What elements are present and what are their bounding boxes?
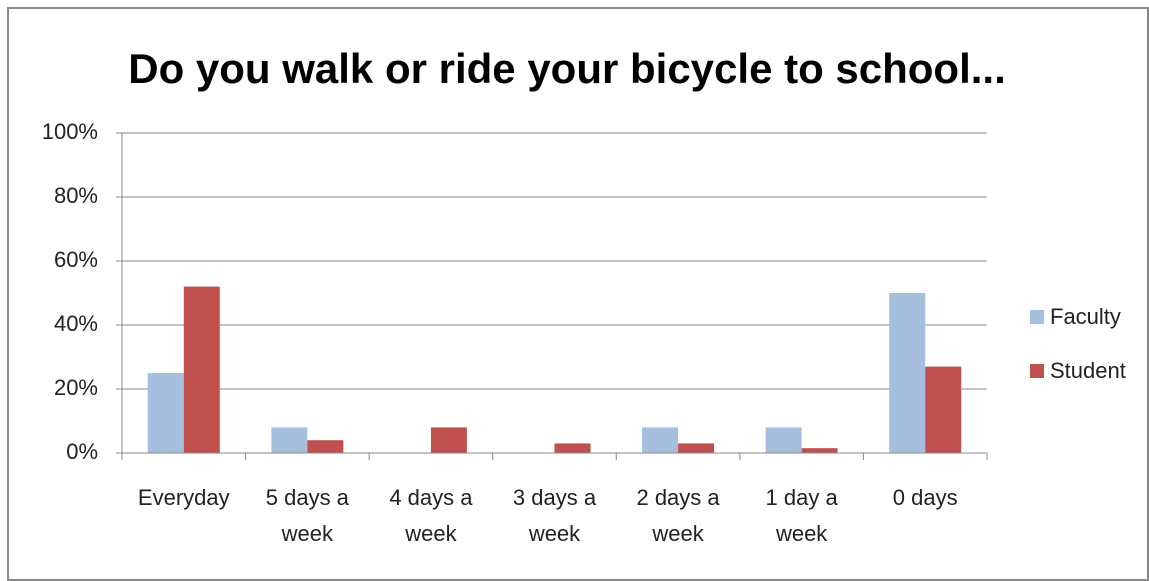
bar	[430, 427, 467, 453]
legend-swatch	[1030, 310, 1044, 324]
legend-label: Student	[1050, 358, 1126, 383]
y-tick-label: 80%	[54, 183, 98, 208]
y-tick-label: 60%	[54, 247, 98, 272]
bar	[642, 427, 679, 453]
bar	[678, 443, 715, 453]
bar	[801, 448, 838, 453]
x-tick-label: 4 days a week	[389, 485, 473, 546]
x-tick-label: 2 days a week	[636, 485, 720, 546]
bar	[925, 366, 962, 453]
bar	[889, 293, 926, 453]
y-tick-label: 100%	[42, 119, 98, 144]
chart-title: Do you walk or ride your bicycle to scho…	[128, 45, 1006, 92]
bar	[554, 443, 591, 453]
bar	[147, 373, 184, 453]
x-tick-label: 0 days	[892, 485, 958, 510]
y-tick-label: 0%	[66, 439, 98, 464]
bar	[183, 286, 220, 453]
y-tick-label: 40%	[54, 311, 98, 336]
bar	[271, 427, 308, 453]
x-tick-label: Everyday	[137, 485, 230, 510]
bar	[765, 427, 802, 453]
y-tick-label: 20%	[54, 375, 98, 400]
x-tick-label: 1 day a week	[765, 485, 838, 546]
x-tick-label: 3 days a week	[512, 485, 597, 546]
bar	[307, 440, 344, 453]
x-tick-label: 5 days a week	[265, 485, 349, 546]
legend-label: Faculty	[1050, 304, 1121, 329]
legend-swatch	[1030, 364, 1044, 378]
